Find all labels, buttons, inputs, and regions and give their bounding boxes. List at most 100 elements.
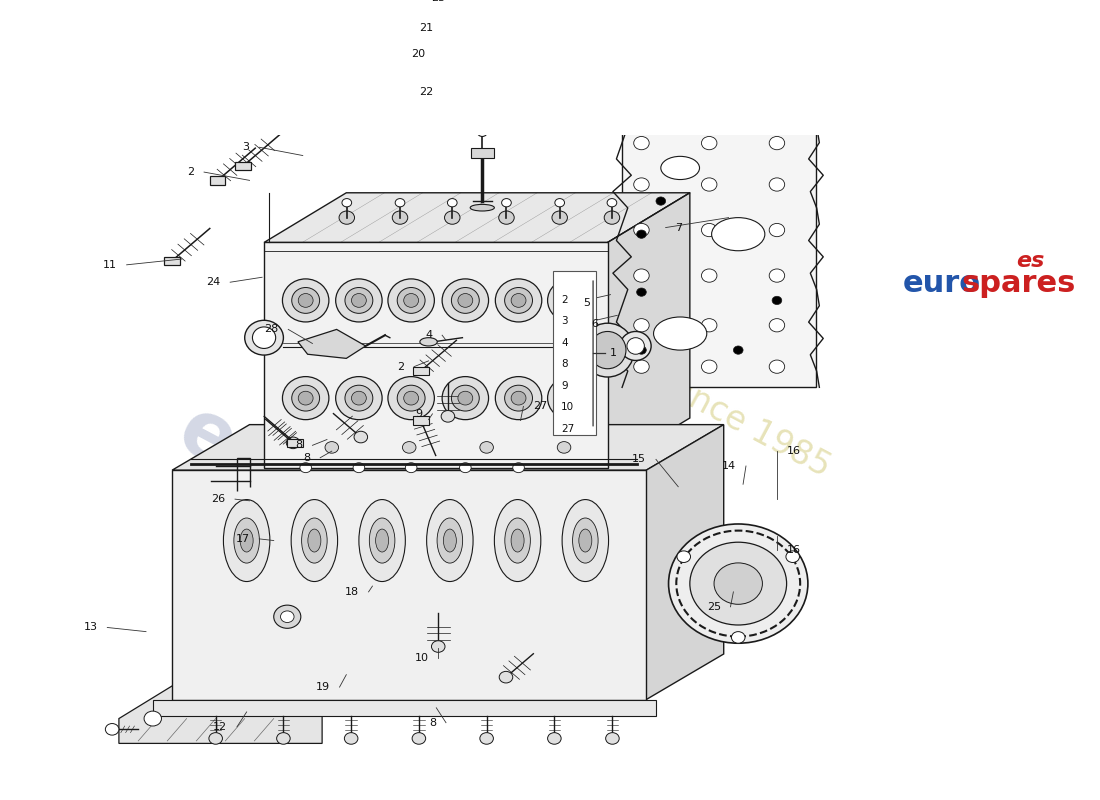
Ellipse shape: [505, 518, 530, 563]
Ellipse shape: [308, 529, 321, 552]
Text: 8: 8: [561, 359, 568, 369]
Ellipse shape: [562, 499, 608, 582]
Ellipse shape: [505, 287, 532, 314]
Polygon shape: [210, 176, 225, 185]
Polygon shape: [164, 257, 180, 265]
Text: 25: 25: [706, 602, 721, 612]
Circle shape: [690, 542, 786, 625]
Circle shape: [769, 318, 784, 332]
Polygon shape: [647, 425, 724, 699]
Ellipse shape: [283, 377, 329, 420]
Text: 5: 5: [583, 298, 591, 308]
Ellipse shape: [512, 294, 526, 307]
Circle shape: [353, 462, 365, 473]
Ellipse shape: [301, 518, 327, 563]
Circle shape: [769, 360, 784, 374]
Ellipse shape: [397, 386, 425, 411]
Ellipse shape: [345, 287, 373, 314]
Text: es: es: [1015, 250, 1044, 270]
Ellipse shape: [495, 279, 542, 322]
Polygon shape: [414, 416, 429, 425]
Text: 2: 2: [187, 167, 195, 177]
Circle shape: [513, 462, 525, 473]
Text: since 1985: since 1985: [660, 369, 836, 484]
Ellipse shape: [451, 386, 480, 411]
Ellipse shape: [404, 391, 419, 405]
Text: 3: 3: [242, 142, 250, 152]
Circle shape: [702, 178, 717, 191]
Text: 27: 27: [561, 424, 574, 434]
Ellipse shape: [292, 499, 338, 582]
Ellipse shape: [420, 338, 438, 346]
Text: 20: 20: [411, 49, 426, 58]
Circle shape: [448, 198, 458, 207]
Ellipse shape: [223, 499, 270, 582]
Circle shape: [339, 211, 354, 224]
Polygon shape: [235, 162, 251, 170]
Circle shape: [634, 137, 649, 150]
Polygon shape: [607, 193, 690, 468]
Ellipse shape: [240, 529, 253, 552]
Ellipse shape: [627, 338, 645, 354]
Ellipse shape: [458, 391, 473, 405]
Ellipse shape: [397, 287, 425, 314]
Circle shape: [502, 198, 512, 207]
Text: 4: 4: [426, 330, 432, 340]
Text: spares: spares: [961, 270, 1076, 298]
Circle shape: [772, 296, 782, 305]
Circle shape: [403, 442, 416, 453]
Ellipse shape: [653, 317, 707, 350]
Circle shape: [460, 462, 471, 473]
Text: eurospares: eurospares: [164, 391, 650, 699]
Circle shape: [634, 360, 649, 374]
Polygon shape: [287, 438, 303, 447]
Text: authorised parts: authorised parts: [194, 546, 451, 704]
Circle shape: [276, 733, 290, 744]
Circle shape: [342, 198, 352, 207]
Ellipse shape: [336, 279, 382, 322]
Ellipse shape: [352, 294, 366, 307]
Text: 10: 10: [561, 402, 574, 412]
Text: 12: 12: [213, 722, 228, 732]
Circle shape: [714, 563, 762, 604]
Polygon shape: [623, 110, 815, 387]
Polygon shape: [414, 366, 429, 375]
Circle shape: [634, 318, 649, 332]
Ellipse shape: [298, 391, 314, 405]
Text: 8: 8: [304, 453, 310, 462]
Ellipse shape: [620, 331, 651, 361]
Text: 24: 24: [207, 278, 220, 287]
Text: 9: 9: [561, 381, 568, 390]
Text: 22: 22: [419, 86, 433, 97]
Polygon shape: [298, 330, 365, 358]
Circle shape: [702, 137, 717, 150]
Ellipse shape: [292, 287, 320, 314]
Circle shape: [480, 733, 494, 744]
Circle shape: [431, 641, 446, 652]
Circle shape: [558, 442, 571, 453]
Ellipse shape: [512, 391, 526, 405]
Ellipse shape: [375, 529, 388, 552]
Circle shape: [637, 288, 647, 296]
Circle shape: [606, 733, 619, 744]
Circle shape: [702, 360, 717, 374]
Ellipse shape: [370, 518, 395, 563]
Circle shape: [769, 178, 784, 191]
Text: 26: 26: [211, 494, 226, 504]
Ellipse shape: [581, 323, 635, 377]
Ellipse shape: [352, 391, 366, 405]
Circle shape: [637, 230, 647, 238]
Circle shape: [634, 223, 649, 237]
Circle shape: [300, 462, 311, 473]
Text: 19: 19: [316, 682, 330, 692]
Circle shape: [702, 318, 717, 332]
Circle shape: [412, 733, 426, 744]
Text: 8: 8: [296, 440, 303, 450]
Text: 13: 13: [84, 622, 98, 633]
Ellipse shape: [573, 518, 598, 563]
Ellipse shape: [548, 377, 594, 420]
Polygon shape: [153, 699, 656, 716]
Text: 15: 15: [632, 454, 647, 465]
Ellipse shape: [388, 279, 434, 322]
Text: euro: euro: [902, 270, 980, 298]
